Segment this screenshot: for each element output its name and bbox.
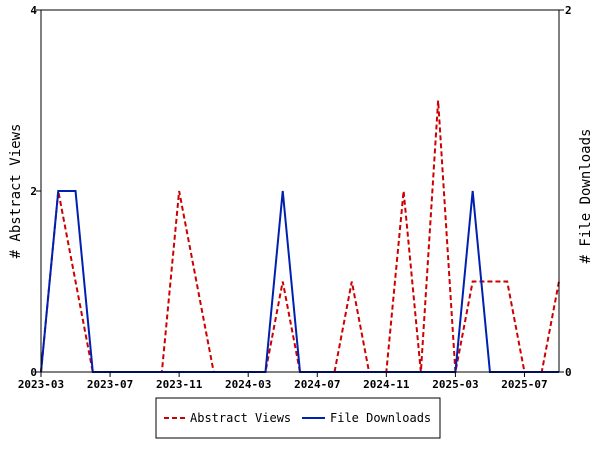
x-tick-label: 2023-03 — [18, 378, 64, 391]
legend-label-file-downloads: File Downloads — [330, 411, 431, 425]
x-tick-label: 2024-07 — [294, 378, 340, 391]
y2-tick-label: 2 — [565, 4, 572, 17]
x-tick-label: 2024-03 — [225, 378, 271, 391]
series-line-file-downloads — [40, 190, 559, 373]
y-axis-label: # Abstract Views — [8, 124, 24, 259]
plot-area — [40, 100, 560, 373]
x-tick-label: 2023-07 — [87, 378, 133, 391]
axes: 0 2 4 0 2 2023-03 2023-07 2023-11 2024-03 2024-07… — [18, 4, 572, 391]
x-tick-label: 2025-07 — [501, 378, 547, 391]
series-line-abstract-views — [40, 100, 560, 373]
legend-label-abstract-views: Abstract Views — [190, 411, 291, 425]
x-tick-label: 2023-11 — [156, 378, 203, 391]
plot-frame — [40, 9, 560, 373]
x-tick-label: 2024-11 — [363, 378, 410, 391]
legend-box — [155, 397, 441, 439]
y-tick-label: 0 — [30, 366, 37, 379]
legend: Abstract Views File Downloads — [155, 397, 441, 439]
y2-tick-label: 0 — [565, 366, 572, 379]
y-tick-label: 4 — [30, 4, 37, 17]
x-tick-label: 2025-03 — [432, 378, 478, 391]
y-tick-label: 2 — [30, 185, 37, 198]
y2-axis-label: # File Downloads — [578, 129, 594, 264]
